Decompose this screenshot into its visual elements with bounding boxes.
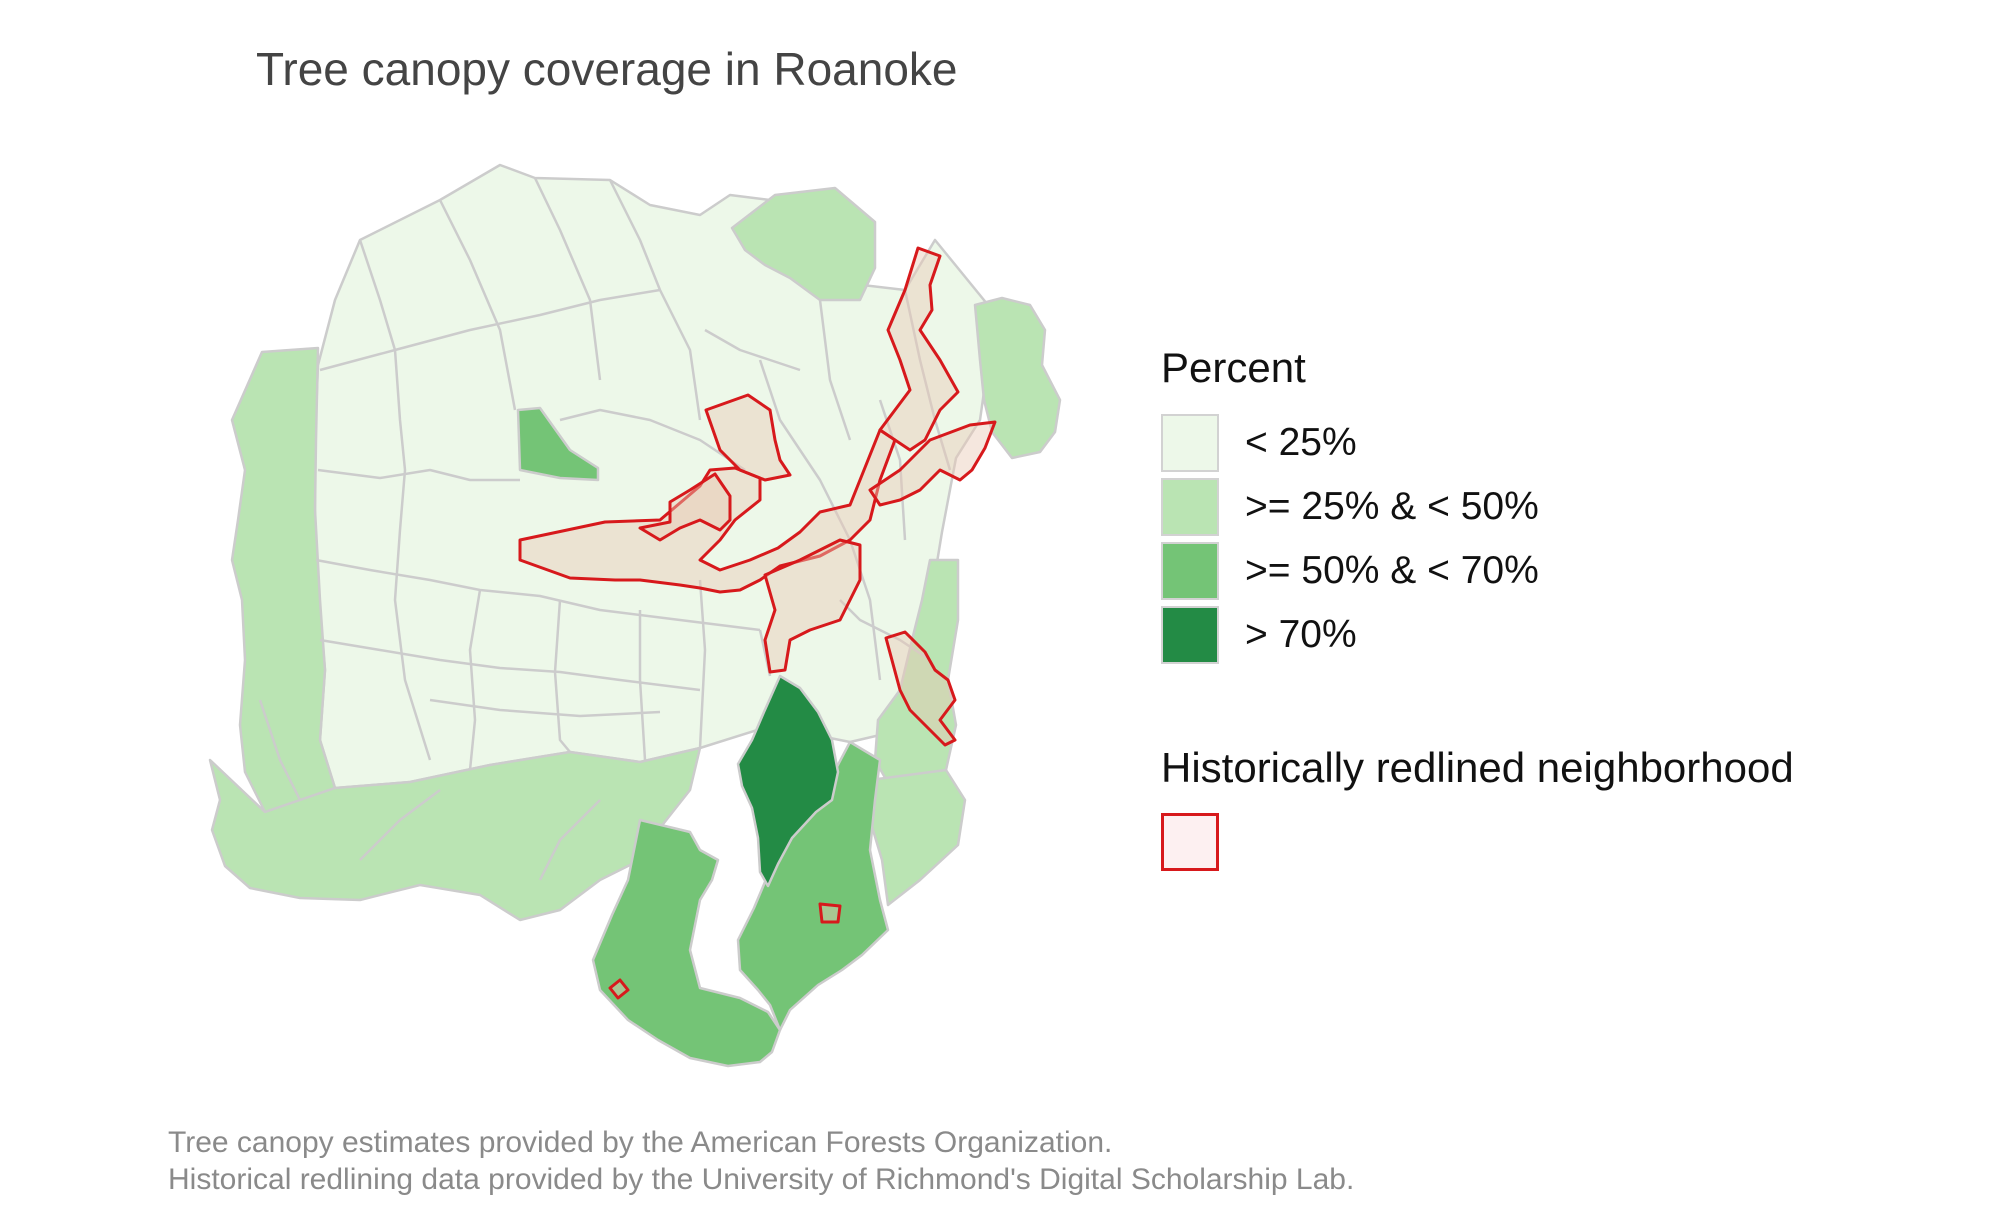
legend-label: < 25% — [1245, 421, 1357, 464]
caption-line-2: Historical redlining data provided by th… — [168, 1163, 1355, 1196]
redline-area-small-south — [818, 902, 842, 924]
redlined-areas — [518, 246, 997, 1000]
map-region-north-moderate — [730, 186, 877, 302]
map-region-very-high — [736, 674, 840, 888]
map-region-southeast-moderate — [868, 768, 967, 907]
redline-area-east — [868, 420, 997, 507]
redline-area-small-southwest — [608, 978, 630, 1000]
legend-item: >= 25% & < 50% — [1161, 476, 1539, 538]
redline-area-west — [638, 472, 732, 542]
legend-swatch — [1161, 606, 1219, 664]
redline-legend-title: Historically redlined neighborhood — [1161, 744, 1794, 791]
caption-line-1: Tree canopy estimates provided by the Am… — [168, 1126, 1113, 1159]
legend-item: < 25% — [1161, 412, 1357, 474]
redline-area-north — [878, 246, 960, 452]
chart-title: Tree canopy coverage in Roanoke — [256, 43, 958, 95]
map-region-northeast-moderate — [973, 296, 1062, 460]
legend-item: >= 50% & < 70% — [1161, 540, 1539, 602]
redline-area-southcentral — [763, 538, 862, 674]
redline-legend-swatch — [1161, 813, 1219, 871]
redline-area-northwest — [704, 393, 792, 482]
legend-swatch — [1161, 478, 1219, 536]
legend-label: >= 25% & < 50% — [1245, 485, 1539, 528]
redline-area-southeast — [884, 630, 957, 747]
legend-swatch — [1161, 414, 1219, 472]
legend-title: Percent — [1161, 344, 1306, 391]
legend-label: >= 50% & < 70% — [1245, 549, 1539, 592]
legend-swatch — [1161, 542, 1219, 600]
legend-label: > 70% — [1245, 613, 1357, 656]
map-region-southwest-moderate — [208, 746, 702, 922]
map-region-west-high — [516, 406, 600, 482]
map-region-south-high — [591, 818, 782, 1068]
legend-item: > 70% — [1161, 604, 1357, 666]
